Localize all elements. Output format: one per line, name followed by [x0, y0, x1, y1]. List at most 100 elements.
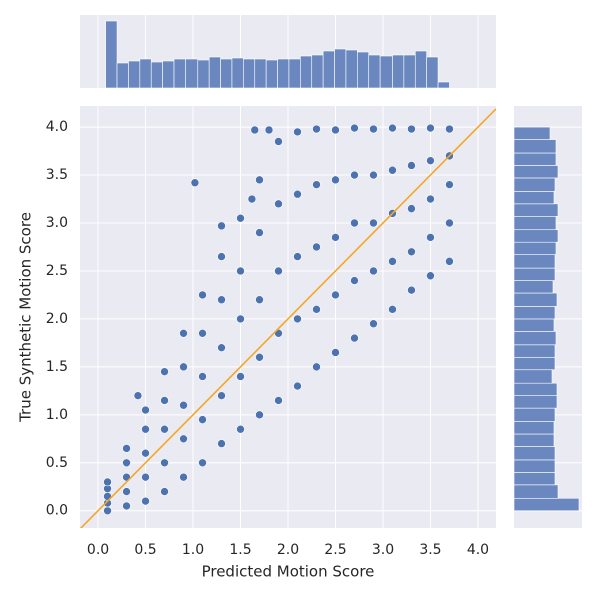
y-tick-label: 4.0 — [46, 119, 68, 135]
scatter-point — [236, 213, 245, 223]
scatter-point — [255, 175, 264, 185]
scatter-point — [160, 396, 169, 405]
scatter-point — [255, 295, 264, 305]
scatter-point — [255, 410, 264, 420]
histogram-bar — [513, 191, 555, 205]
scatter-point — [293, 127, 302, 137]
scatter-point — [426, 271, 435, 281]
histogram-bar — [513, 267, 556, 281]
histogram-bar — [513, 331, 557, 346]
histogram-bar — [513, 344, 556, 358]
scatter-point — [217, 391, 226, 400]
scatter-point — [293, 314, 302, 324]
scatter-point — [312, 305, 321, 314]
x-tick-label: 1.0 — [182, 542, 204, 558]
scatter-point — [236, 314, 245, 324]
scatter-point — [407, 285, 416, 295]
scatter-point — [388, 165, 397, 175]
scatter-point — [274, 199, 283, 209]
scatter-point — [236, 424, 245, 434]
histogram-bar — [513, 215, 557, 231]
scatter-point — [407, 247, 416, 257]
scatter-point — [331, 348, 340, 357]
histogram-bar — [426, 56, 439, 89]
scatter-point — [179, 329, 188, 338]
histogram-bar — [220, 58, 233, 89]
histogram-bar — [513, 139, 557, 154]
x-tick-label: 3.5 — [419, 542, 441, 558]
x-tick-label: 2.0 — [277, 542, 299, 558]
scatter-point — [369, 170, 378, 180]
histogram-bar — [513, 254, 556, 269]
scatter-point — [407, 161, 416, 170]
histogram-bar — [513, 126, 551, 140]
scatter-point — [274, 137, 283, 146]
scatter-point — [350, 218, 359, 228]
histogram-bar — [345, 49, 358, 89]
histogram-bar — [197, 59, 210, 89]
scatter-point — [250, 125, 260, 135]
scatter-point — [179, 362, 188, 372]
histogram-bar — [513, 369, 553, 384]
scatter-point — [293, 189, 302, 199]
histogram-bar — [513, 177, 556, 192]
histogram-bar — [513, 203, 559, 217]
scatter-point — [350, 333, 359, 343]
histogram-bar — [513, 472, 556, 486]
y-tick-label: 3.0 — [46, 215, 68, 231]
histogram-bar — [116, 62, 129, 89]
scatter-point — [141, 424, 150, 434]
scatter-point — [312, 242, 321, 252]
scatter-point — [179, 434, 188, 444]
scatter-point — [350, 276, 359, 285]
scatter-point — [369, 124, 378, 134]
y-tick-label: 1.5 — [46, 359, 68, 375]
scatter-point — [312, 362, 321, 372]
histogram-bar — [208, 56, 221, 89]
scatter-point — [190, 178, 200, 188]
histogram-bar — [513, 446, 556, 461]
histogram-bar — [513, 459, 556, 473]
scatter-point — [445, 124, 454, 134]
scatter-point — [141, 448, 150, 458]
y-tick-label: 2.0 — [46, 311, 68, 327]
histogram-bar — [139, 58, 152, 89]
histogram-bar — [243, 58, 256, 89]
scatter-point — [179, 472, 188, 482]
histogram-bar — [513, 280, 554, 294]
scatter-point — [274, 396, 283, 405]
scatter-point — [293, 252, 302, 261]
scatter-point — [255, 228, 264, 237]
x-axis-label: Predicted Motion Score — [202, 563, 375, 581]
histogram-bar — [185, 58, 199, 89]
x-tick-label: 3.0 — [372, 542, 394, 558]
histogram-bar — [265, 59, 278, 89]
scatter-point — [426, 233, 435, 242]
scatter-point — [445, 180, 454, 189]
scatter-point — [160, 424, 169, 434]
scatter-point — [160, 367, 169, 376]
histogram-bar — [513, 407, 556, 422]
scatter-point — [217, 343, 226, 352]
x-tick-label: 4.0 — [467, 542, 489, 558]
scatter-point — [217, 295, 226, 305]
scatter-point — [141, 405, 150, 415]
y-tick-label: 0.5 — [46, 455, 68, 471]
scatter-point — [103, 477, 112, 487]
identity-line — [80, 108, 496, 528]
scatter-point — [122, 458, 131, 468]
histogram-bar — [392, 54, 405, 89]
scatter-point — [388, 305, 397, 314]
x-tick-label: 2.5 — [324, 542, 346, 558]
x-tick-label: 0.5 — [134, 542, 156, 558]
scatter-point — [407, 124, 416, 134]
scatter-point — [426, 156, 435, 165]
y-tick-label: 2.5 — [46, 263, 68, 279]
scatter-point — [198, 458, 207, 468]
histogram-bar — [513, 433, 555, 447]
histogram-bar — [513, 165, 559, 179]
scatter-point — [133, 391, 143, 400]
histogram-bar — [513, 497, 580, 512]
scatter-point — [198, 372, 207, 381]
